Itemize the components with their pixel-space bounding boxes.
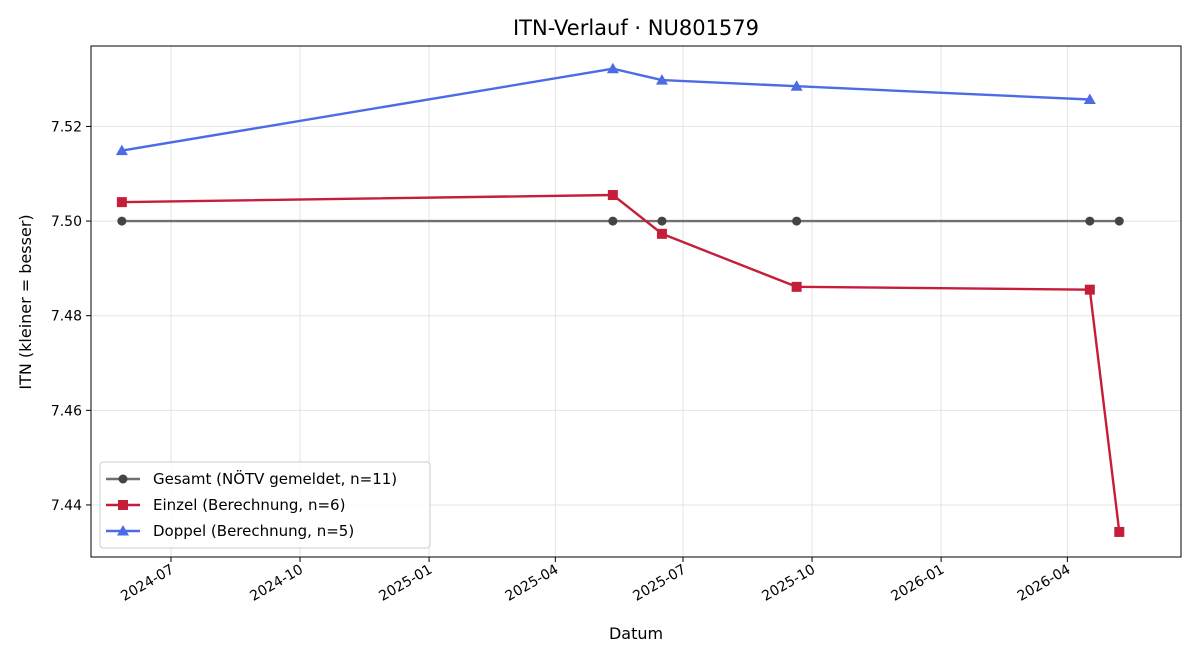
legend: Gesamt (NÖTV gemeldet, n=11) Einzel (Bere… <box>99 461 431 549</box>
legend-marker <box>118 474 128 484</box>
y-tick-label: 7.50 <box>51 214 82 230</box>
data-point <box>607 190 618 201</box>
legend-label: Gesamt (NÖTV gemeldet, n=11) <box>153 469 397 488</box>
data-point <box>790 80 803 91</box>
legend-marker <box>118 500 128 510</box>
data-point <box>655 74 668 85</box>
y-tick-label: 7.46 <box>51 403 82 419</box>
series-doppel <box>115 62 1096 156</box>
legend-label: Doppel (Berechnung, n=5) <box>153 522 354 540</box>
data-point <box>1084 284 1095 295</box>
series-einzel <box>116 190 1125 537</box>
data-point <box>1085 216 1095 226</box>
data-point <box>792 216 802 226</box>
y-axis-label: ITN (kleiner = besser) <box>16 214 35 389</box>
legend-item: Doppel (Berechnung, n=5) <box>106 522 354 540</box>
legend-label: Einzel (Berechnung, n=6) <box>153 496 345 514</box>
legend-box <box>99 461 431 549</box>
y-tick-label: 7.52 <box>51 119 82 135</box>
data-point <box>1083 93 1096 104</box>
data-point <box>606 62 619 74</box>
legend-marker <box>117 525 129 536</box>
data-point <box>115 144 128 156</box>
chart-title: ITN-Verlauf · NU801579 <box>513 16 759 40</box>
data-point <box>608 216 618 226</box>
data-point <box>657 216 667 226</box>
plot-frame <box>90 45 1182 558</box>
y-tick-label: 7.44 <box>51 498 82 514</box>
series-gesamt <box>117 216 1124 226</box>
series-line <box>121 193 1121 533</box>
legend-item: Gesamt (NÖTV gemeldet, n=11) <box>106 469 397 488</box>
legend-item: Einzel (Berechnung, n=6) <box>106 496 345 514</box>
y-tick-label: 7.48 <box>51 309 82 325</box>
data-point <box>117 216 127 226</box>
data-point <box>1114 526 1125 537</box>
x-axis-label: Datum <box>609 624 663 643</box>
data-point <box>791 281 802 292</box>
data-point <box>1114 216 1124 226</box>
data-point <box>656 228 667 239</box>
series-layer <box>115 62 1125 537</box>
data-point <box>116 197 127 208</box>
